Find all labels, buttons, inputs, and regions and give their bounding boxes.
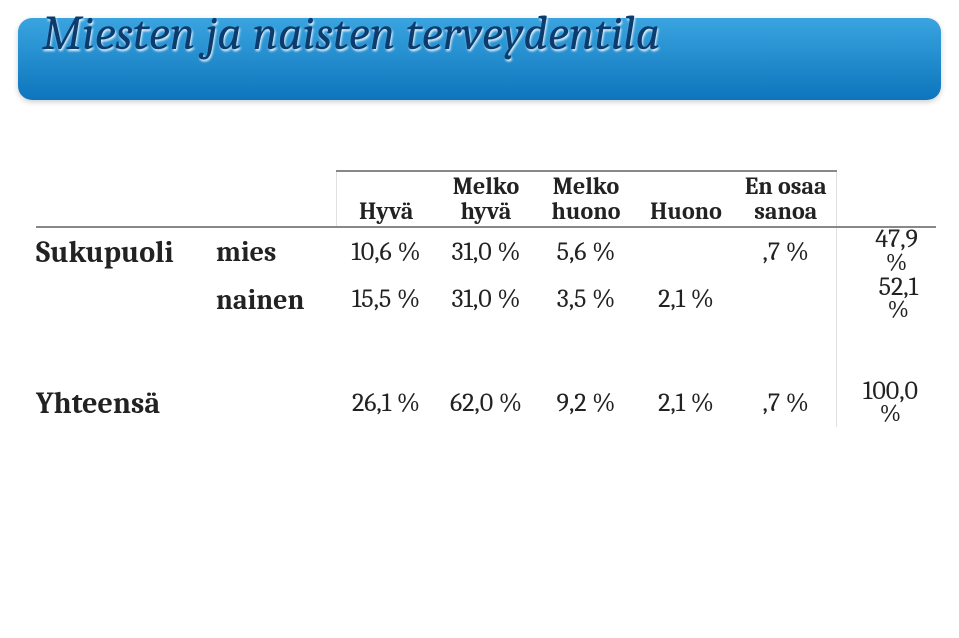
title-region: Miesten ja naisten terveydentila [0, 0, 959, 130]
cell: 15,5 % [336, 276, 436, 324]
table-total-row: Yhteensä 26,1 % 62,0 % 9,2 % 2,1 % ,7 % … [36, 380, 936, 428]
cell: 2,1 % [636, 380, 736, 428]
spacer-row [36, 324, 936, 380]
table-header-row: Hyvä Melko hyvä Melko huono Huono En osa… [36, 171, 936, 227]
cell: 2,1 % [636, 276, 736, 324]
row-total: 47,9 % [836, 227, 936, 276]
cell [636, 227, 736, 276]
col-header-melko-huono: Melko huono [536, 171, 636, 227]
row-label-total: Yhteensä [36, 380, 336, 428]
col-header-en-osaa: En osaa sanoa [736, 171, 836, 227]
row-total: 52,1 % [836, 276, 936, 324]
cell: 9,2 % [536, 380, 636, 428]
cell: 31,0 % [436, 276, 536, 324]
row-label-nainen: nainen [216, 276, 336, 324]
cell [736, 276, 836, 324]
cell: 26,1 % [336, 380, 436, 428]
group-label: Sukupuoli [36, 227, 216, 276]
cell: 10,6 % [336, 227, 436, 276]
page-title: Miesten ja naisten terveydentila [42, 6, 660, 61]
table-row: nainen 15,5 % 31,0 % 3,5 % 2,1 % 52,1 % [36, 276, 936, 324]
col-header-huono: Huono [636, 171, 736, 227]
table-wrapper: Hyvä Melko hyvä Melko huono Huono En osa… [0, 130, 959, 427]
row-label-mies: mies [216, 227, 336, 276]
col-header-hyva: Hyvä [336, 171, 436, 227]
col-header-melko-hyva: Melko hyvä [436, 171, 536, 227]
grand-total: 100,0 % [836, 380, 936, 428]
cell: ,7 % [736, 227, 836, 276]
cell: 3,5 % [536, 276, 636, 324]
table-row: Sukupuoli mies 10,6 % 31,0 % 5,6 % ,7 % … [36, 227, 936, 276]
data-table: Hyvä Melko hyvä Melko huono Huono En osa… [36, 170, 936, 427]
cell: 5,6 % [536, 227, 636, 276]
cell: 31,0 % [436, 227, 536, 276]
cell: ,7 % [736, 380, 836, 428]
cell: 62,0 % [436, 380, 536, 428]
